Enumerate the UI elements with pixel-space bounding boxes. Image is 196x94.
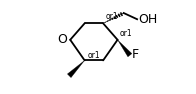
Text: or1: or1 [88, 51, 100, 60]
Text: or1: or1 [120, 29, 132, 38]
Polygon shape [67, 60, 85, 78]
Text: or1: or1 [105, 12, 118, 21]
Polygon shape [118, 40, 132, 57]
Text: OH: OH [138, 13, 157, 26]
Text: F: F [132, 48, 139, 61]
Text: O: O [57, 33, 67, 46]
